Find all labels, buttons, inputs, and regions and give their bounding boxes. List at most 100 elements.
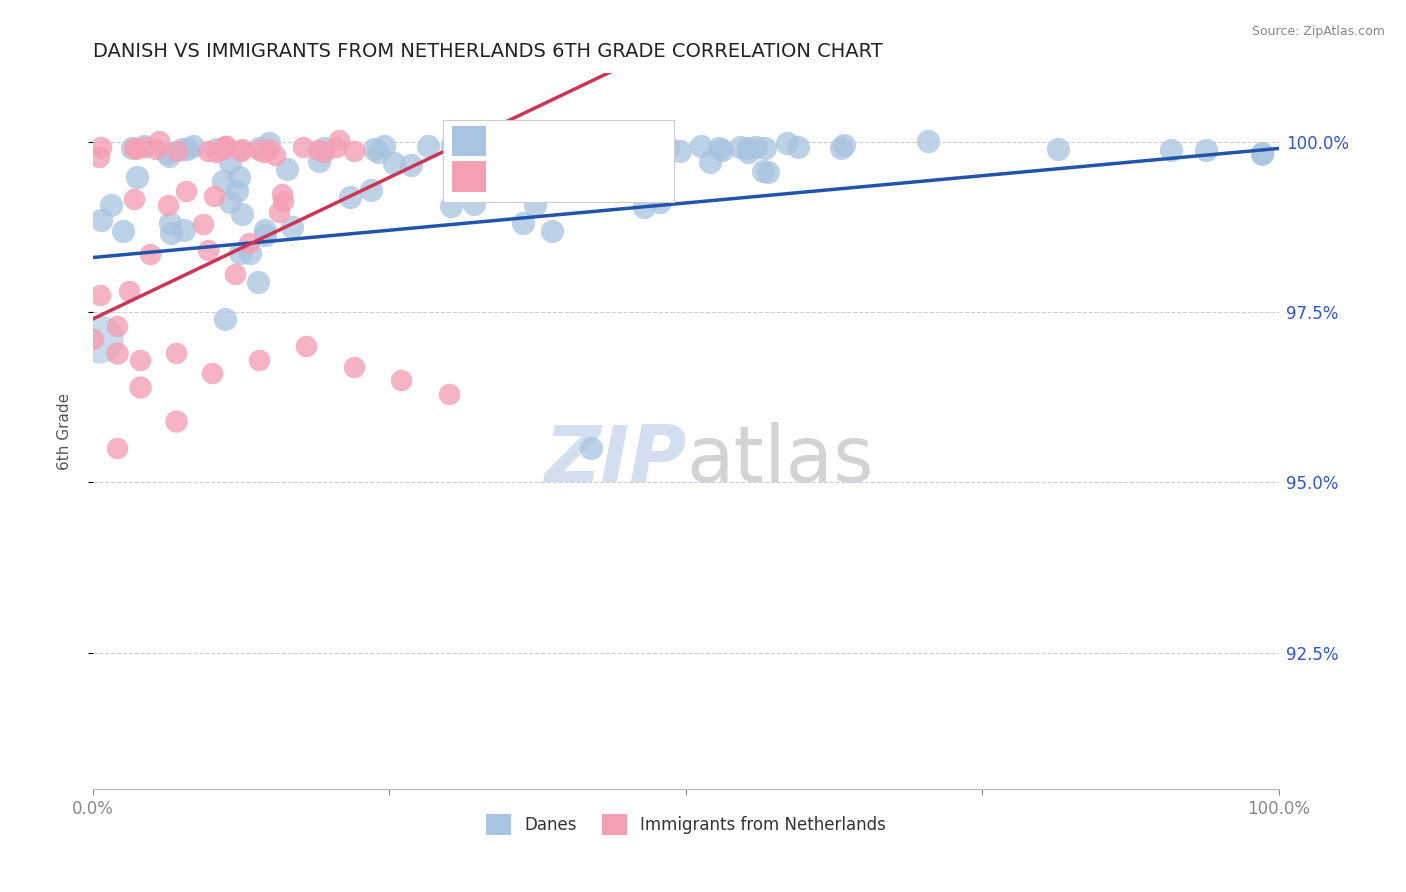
Point [325,139,347,153]
Point [533,141,555,155]
Point [125,142,148,156]
Point [89,288,111,302]
Y-axis label: 6th Grade: 6th Grade [58,392,72,470]
Point [105,318,128,333]
Point [1160,143,1182,157]
Point [343,144,366,158]
Point [253,145,276,159]
Point [512,215,534,229]
Point [367,145,389,159]
Point [156,198,179,212]
Point [156,145,179,160]
Point [165,414,187,428]
Point [605,147,627,161]
Point [630,179,652,194]
Point [219,155,242,169]
Point [127,170,149,185]
Point [669,145,692,159]
Point [737,141,759,155]
Point [204,145,226,160]
Point [343,359,366,374]
Point [540,224,562,238]
Point [214,139,236,153]
Point [457,175,479,189]
Point [690,139,713,153]
Point [231,142,253,156]
Point [699,155,721,169]
Point [264,148,287,162]
Point [253,223,276,237]
Point [118,285,141,299]
Point [176,142,198,156]
Point [389,373,412,387]
Point [728,140,751,154]
Text: DANISH VS IMMIGRANTS FROM NETHERLANDS 6TH GRADE CORRELATION CHART: DANISH VS IMMIGRANTS FROM NETHERLANDS 6T… [93,42,883,61]
Point [534,132,557,146]
Point [139,247,162,261]
Point [145,142,167,156]
Point [382,156,405,170]
Point [174,185,197,199]
Point [754,141,776,155]
Text: Source: ZipAtlas.com: Source: ZipAtlas.com [1251,25,1385,38]
Text: R = 0.520: R = 0.520 [492,132,583,150]
Point [239,246,262,260]
Point [463,197,485,211]
Point [373,138,395,153]
Point [247,143,270,157]
Point [90,140,112,154]
Point [756,165,779,179]
Point [446,139,468,153]
Point [166,144,188,158]
Point [134,139,156,153]
Point [165,346,187,360]
Point [328,133,350,147]
Point [87,150,110,164]
Point [360,183,382,197]
Point [129,352,152,367]
Point [228,170,250,185]
Point [214,142,236,156]
Point [634,141,657,155]
Point [231,145,253,159]
Point [578,146,600,161]
Point [269,205,291,219]
Point [238,236,260,251]
Point [205,142,228,156]
Point [579,442,602,456]
Point [524,198,547,212]
Point [737,145,759,160]
Point [633,200,655,214]
Point [197,243,219,257]
Point [276,162,298,177]
Point [226,184,249,198]
Point [105,346,128,360]
Point [122,141,145,155]
Point [832,138,855,153]
Point [440,199,463,213]
Text: N = 49: N = 49 [585,168,648,186]
Point [202,189,225,203]
Point [917,134,939,148]
Point [247,352,270,367]
Point [745,140,768,154]
Point [271,194,294,209]
Point [90,213,112,227]
Point [1195,143,1218,157]
Point [307,144,329,158]
Point [1251,145,1274,160]
Point [568,142,591,156]
Point [132,138,155,153]
Point [181,138,204,153]
Point [100,197,122,211]
Point [363,142,385,156]
Point [247,141,270,155]
Point [129,380,152,394]
Point [416,139,439,153]
Point [214,139,236,153]
Point [148,134,170,148]
Point [562,140,585,154]
Point [752,163,775,178]
Point [124,192,146,206]
Point [508,144,530,158]
